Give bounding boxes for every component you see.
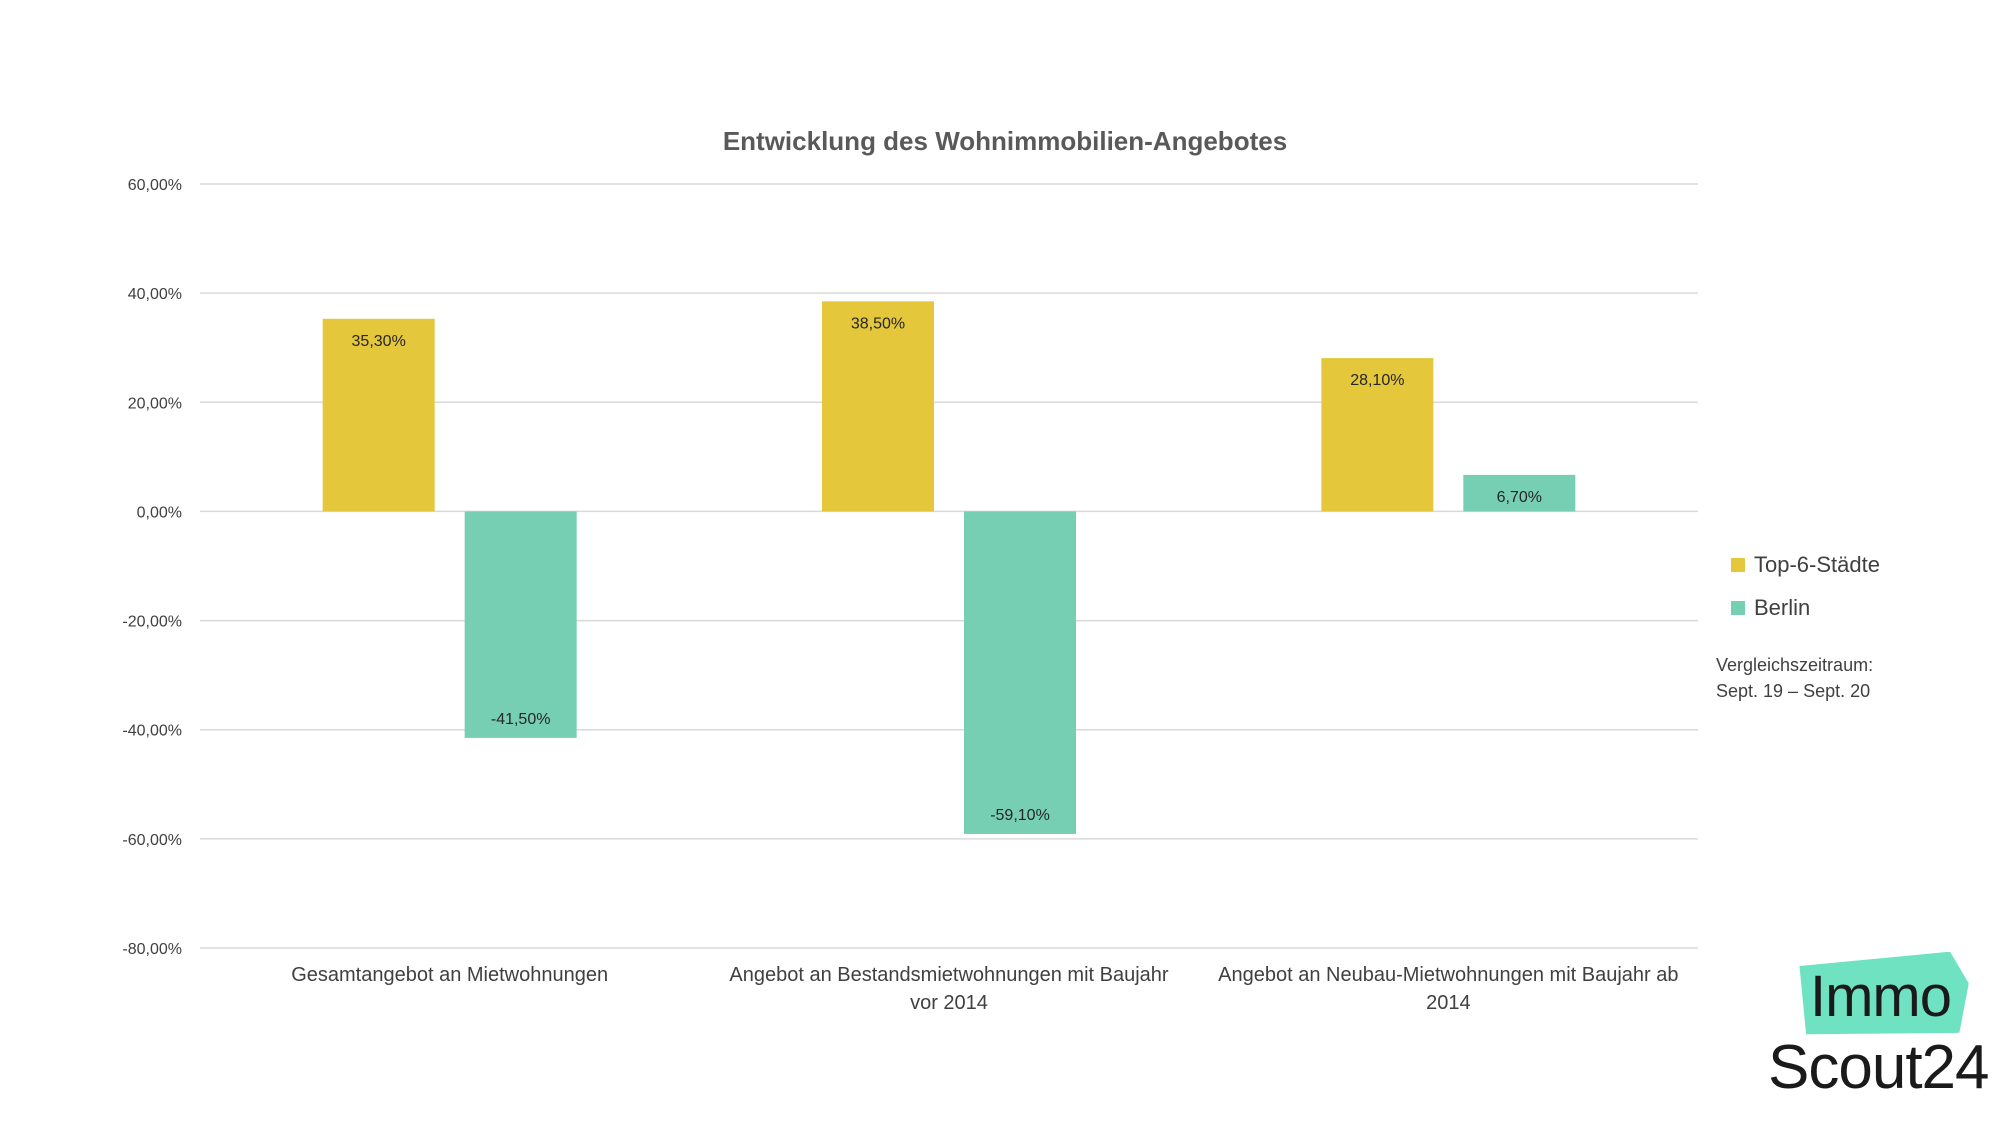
bar-top6-2 [822, 301, 934, 512]
note-line-1: Vergleichszeitraum: [1716, 655, 1874, 675]
note-line-2: Sept. 19 – Sept. 20 [1716, 681, 1871, 701]
x-category-label: vor 2014 [910, 992, 988, 1014]
comparison-period-note: Vergleichszeitraum: Sept. 19 – Sept. 20 [1716, 652, 1873, 704]
bar-top6-3 [1321, 358, 1434, 512]
x-category-label: 2014 [1426, 992, 1471, 1014]
logo-text-scout24: Scout24 [1768, 1033, 1990, 1102]
y-tick-label: -40,00% [122, 723, 182, 740]
bar-berlin-3 [1463, 474, 1576, 512]
data-label: -59,10% [990, 807, 1050, 824]
y-axis-tick-labels: 60,00% 40,00% 20,00% 0,00% -20,00% -40,00% -60… [122, 177, 182, 958]
legend-swatch [1731, 558, 1745, 572]
y-tick-label: 40,00% [128, 286, 182, 303]
x-axis-category-labels: Gesamtangebot an Mietwohnungen Angebot an… [291, 964, 1678, 1014]
legend-swatch [1731, 601, 1745, 615]
logo-text-immo: Immo [1810, 964, 1952, 1029]
immoscout24-logo: Immo Scout24 [1768, 955, 2000, 1125]
legend-label: Berlin [1754, 595, 1810, 620]
gridlines [200, 183, 1698, 949]
y-tick-label: -20,00% [122, 614, 182, 631]
legend-label: Top-6-Städte [1754, 552, 1880, 577]
data-label: 38,50% [851, 315, 905, 332]
bar-berlin-2 [964, 511, 1076, 834]
x-category-label: Angebot an Bestandsmietwohnungen mit Bau… [729, 964, 1169, 986]
data-labels: 35,30% 38,50% 28,10% -41,50% -59,10% 6,70% [352, 315, 1542, 824]
data-label: 28,10% [1350, 372, 1404, 389]
x-category-label: Angebot an Neubau-Mietwohnungen mit Bauj… [1218, 964, 1678, 986]
chart-title: Entwicklung des Wohnimmobilien-Angebotes [723, 126, 1287, 156]
y-tick-label: 60,00% [128, 177, 182, 194]
bar-berlin-1 [464, 511, 577, 738]
x-category-label: Gesamtangebot an Mietwohnungen [291, 964, 608, 986]
data-label: 6,70% [1497, 489, 1542, 506]
y-tick-label: 0,00% [137, 504, 182, 521]
bar-top6-1 [322, 318, 435, 512]
y-tick-label: -60,00% [122, 832, 182, 849]
y-tick-label: -80,00% [122, 941, 182, 958]
data-label: 35,30% [352, 333, 406, 350]
data-label: -41,50% [491, 711, 551, 728]
bars [322, 301, 1576, 834]
legend: Top-6-Städte Berlin [1731, 552, 1880, 620]
y-tick-label: 20,00% [128, 395, 182, 412]
